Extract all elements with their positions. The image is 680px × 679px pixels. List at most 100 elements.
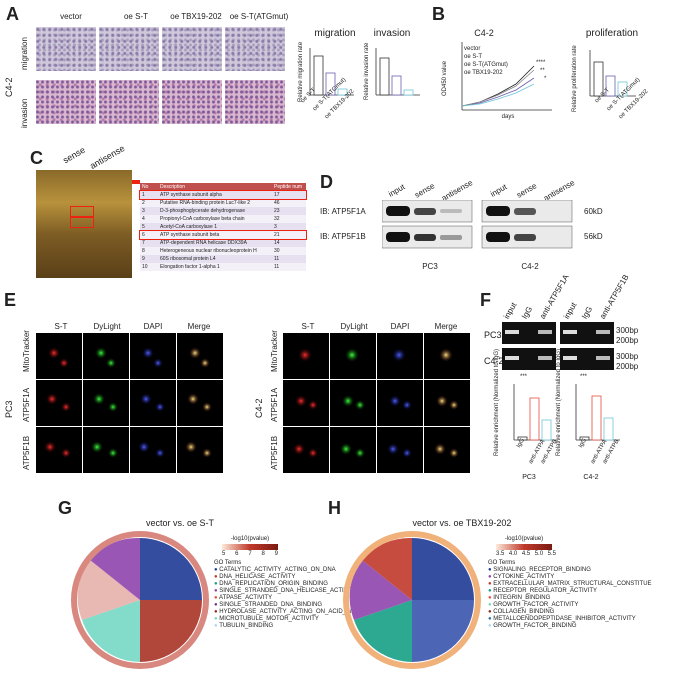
c-lane-antisense: antisense bbox=[88, 143, 127, 171]
table-row: 3 D-3-phosphoglycerate dehydrogenase 23 bbox=[140, 207, 306, 215]
a-mig-bar-3 bbox=[337, 88, 348, 96]
g-chord-diagram bbox=[71, 531, 209, 669]
h-scale-ticks: 3.5 4.0 4.5 5.0 5.5 bbox=[496, 551, 556, 557]
d-band-pc3-a-antisense bbox=[440, 209, 462, 213]
d-size-56kd: 56kD bbox=[584, 232, 603, 241]
e-row-atp5f1b: ATP5F1B bbox=[22, 435, 31, 470]
e-cell-pc3: PC3 bbox=[4, 400, 14, 418]
c-band-box-2 bbox=[70, 216, 94, 228]
b-legend-2: oe S-T bbox=[464, 54, 483, 60]
a-img-inv-vector bbox=[36, 80, 96, 124]
a-img-inv-tbx bbox=[162, 80, 222, 124]
list-item: ● SIGNALING_RECEPTOR_BINDING bbox=[488, 567, 591, 573]
a-chart-title-migration: migration bbox=[314, 28, 356, 39]
table-row: 6 ATP synthase subunit beta 21 bbox=[139, 230, 307, 240]
h-chord-diagram bbox=[343, 531, 481, 669]
panel-label-c: C bbox=[30, 148, 43, 168]
list-item: ● INTEGRIN_BINDING bbox=[488, 595, 551, 601]
f-bar-pc3-igg bbox=[517, 436, 528, 441]
b-prolif-bar-2 bbox=[605, 75, 616, 97]
b-line-ost bbox=[461, 77, 535, 107]
a-img-mig-tbx bbox=[162, 27, 222, 71]
list-item: ● CYTOKINE_ACTIVITY bbox=[488, 574, 555, 580]
f-lane-5: IgG bbox=[580, 304, 595, 321]
f-size-200-2: 200bp bbox=[616, 362, 639, 371]
f-cell-c42-bottom: C4-2 bbox=[583, 474, 599, 481]
a-col-tbx: oe TBX19-202 bbox=[170, 12, 222, 21]
a-mig-bar-2 bbox=[325, 72, 336, 96]
f-cell-pc3: PC3 bbox=[484, 330, 502, 340]
e-col-merge: Merge bbox=[187, 322, 211, 331]
b-ylabel2: Relative proliferation rate bbox=[572, 45, 578, 112]
e-row-mito: MitoTracker bbox=[22, 330, 31, 372]
d-cell-pc3: PC3 bbox=[422, 262, 438, 271]
c-table-header: No Description Peptide num bbox=[140, 183, 306, 191]
table-row: 8 Heterogeneous nuclear ribonucleoprotein… bbox=[140, 247, 306, 255]
list-item: ● ATPASE_ACTIVITY bbox=[214, 595, 273, 601]
e-col-merge-2: Merge bbox=[434, 322, 458, 331]
b-xlabel: days bbox=[501, 114, 515, 120]
e-c42-grid bbox=[283, 333, 470, 473]
h-scale-label: -log10(pvalue) bbox=[504, 536, 544, 542]
e-col-dapi-2: DAPI bbox=[390, 322, 410, 331]
f-cell-pc3-bottom: PC3 bbox=[522, 474, 536, 481]
panel-label-h: H bbox=[328, 498, 341, 518]
g-sector-4 bbox=[77, 560, 140, 620]
f-lane-1: input bbox=[502, 300, 519, 321]
panel-label-g: G bbox=[58, 498, 73, 518]
b-sig-2: ** bbox=[540, 68, 545, 74]
b-legend-4: oe TBX19-202 bbox=[464, 70, 503, 76]
d-lane-1: input bbox=[386, 182, 407, 199]
table-row: 7 ATP-dependent RNA helicase DDX39A 14 bbox=[140, 239, 306, 247]
a-chart-migration bbox=[309, 48, 354, 96]
f-cell-c42: C4-2 bbox=[484, 356, 504, 366]
d-blots bbox=[382, 200, 573, 249]
a-img-mig-atgmut bbox=[225, 27, 285, 71]
list-item: ● RECEPTOR_REGULATOR_ACTIVITY bbox=[488, 588, 597, 594]
f-lane-2: IgG bbox=[520, 304, 535, 321]
f-band-2 bbox=[538, 330, 552, 334]
d-row-atp5f1b: IB: ATP5F1B bbox=[320, 232, 366, 241]
d-band-c42-a-input bbox=[486, 206, 510, 216]
h-legend: ● SIGNALING_RECEPTOR_BINDING ● CYTOKINE_… bbox=[488, 567, 652, 630]
f-bar-c42-atpb bbox=[603, 417, 614, 441]
a-ylabel-invasion: Relative invasion rate bbox=[364, 42, 370, 100]
g-sector-5 bbox=[90, 537, 140, 600]
d-size-60kd: 60kD bbox=[584, 207, 603, 216]
h-title: vector vs. oe TBX19-202 bbox=[412, 518, 512, 528]
g-legend: ● CATALYTIC_ACTIVITY_ACTING_ON_DNA ● DNA… bbox=[214, 567, 377, 630]
b-title: C4-2 bbox=[474, 28, 494, 38]
list-item: ● EXTRACELLULAR_MATRIX_STRUCTURAL_CONSTI… bbox=[488, 581, 652, 587]
panel-label-f: F bbox=[480, 290, 491, 310]
b-sig-3: * bbox=[544, 76, 547, 82]
d-band-pc3-a-input bbox=[386, 206, 410, 216]
list-item: ● TUBULIN_BINDING bbox=[214, 623, 274, 629]
a-col-atgmut: oe S-T(ATGmut) bbox=[229, 12, 289, 21]
e-col-dylight-2: DyLight bbox=[340, 322, 368, 331]
d-band-pc3-b-sense bbox=[414, 234, 436, 241]
table-row: 2 Putative RNA-binding protein Luc7-like … bbox=[140, 199, 306, 207]
b-ylabel: OD450 value bbox=[442, 60, 448, 96]
h-sector-4 bbox=[349, 560, 412, 620]
h-legend-title: GO Terms bbox=[488, 560, 516, 566]
f-band-6 bbox=[538, 356, 552, 360]
g-sector-1 bbox=[140, 538, 202, 600]
panel-label-b: B bbox=[432, 4, 445, 24]
list-item: ● SINGLE_STRANDED_DNA_HELICASE_ACTIVITY bbox=[214, 588, 358, 594]
e-col-dylight: DyLight bbox=[93, 322, 121, 331]
h-outer-ring bbox=[343, 531, 481, 669]
b-title2: proliferation bbox=[585, 28, 639, 39]
a-bar-charts bbox=[309, 48, 420, 96]
b-line-tbx bbox=[461, 83, 535, 107]
list-item: ● METALLOENDOPEPTIDASE_INHIBITOR_ACTIVIT… bbox=[488, 616, 636, 622]
list-item: ● MICROTUBULE_MOTOR_ACTIVITY bbox=[214, 616, 319, 622]
a-cell-line: C4-2 bbox=[4, 77, 14, 97]
d-band-c42-b-sense bbox=[514, 234, 536, 241]
f-sig-1: *** bbox=[520, 374, 528, 380]
d-cell-c42: C4-2 bbox=[521, 262, 539, 271]
list-item: ● SINGLE_STRANDED_DNA_BINDING bbox=[214, 602, 322, 608]
e-row-atp5f1a: ATP5F1A bbox=[22, 387, 31, 422]
list-item: ● DNA_REPLICATION_ORIGIN_BINDING bbox=[214, 581, 328, 587]
c-lane-sense: sense bbox=[61, 144, 87, 166]
